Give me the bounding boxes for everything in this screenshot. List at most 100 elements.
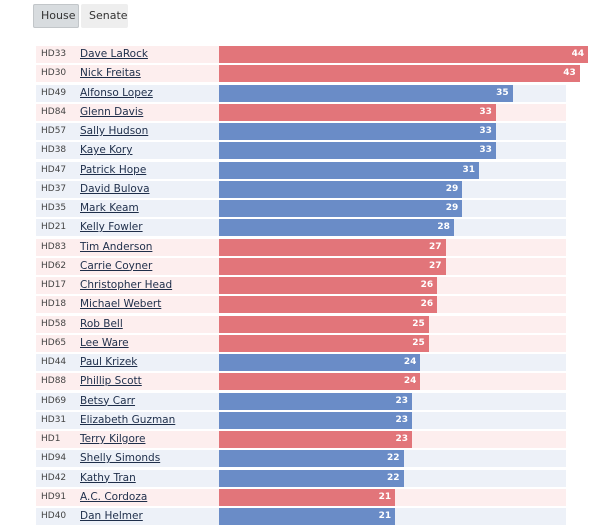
bar-value-label: 33 <box>479 126 492 136</box>
table-row: HD37 David Bulova 29 <box>36 180 566 198</box>
table-row: HD1 Terry Kilgore 23 <box>36 431 566 448</box>
district-label: HD17 <box>41 280 67 290</box>
bar <box>219 180 463 198</box>
district-label: HD84 <box>41 106 67 117</box>
table-row: HD58 Rob Bell 25 <box>36 315 566 333</box>
bar-value-label: 23 <box>395 414 408 425</box>
legislator-name-link[interactable]: Dan Helmer <box>80 510 143 522</box>
bar-value-label: 21 <box>378 491 392 502</box>
bar <box>219 334 429 352</box>
legislator-name-link[interactable]: Kaye Kory <box>80 144 133 157</box>
legislator-name-link[interactable]: A.C. Cordoza <box>80 490 148 503</box>
bar <box>219 469 404 487</box>
legislator-name-link[interactable]: Glenn Davis <box>80 105 144 118</box>
district-label: HD21 <box>41 222 67 233</box>
district-label: HD40 <box>41 511 67 521</box>
district-label: HD69 <box>41 395 67 406</box>
legislator-name-link[interactable]: Kelly Fowler <box>80 221 143 234</box>
bar <box>219 296 438 314</box>
legislator-name-link[interactable]: Phillip Scott <box>80 375 142 388</box>
legislator-name-link[interactable]: Alfonso Lopez <box>80 86 153 99</box>
legislator-name-link[interactable]: Elizabeth Guzman <box>80 413 176 426</box>
district-label: HD33 <box>41 49 67 59</box>
bar <box>219 103 496 121</box>
district-label: HD47 <box>41 164 67 175</box>
legislator-name-link[interactable]: Dave LaRock <box>80 48 148 60</box>
bar <box>219 200 463 217</box>
legislator-name-link[interactable]: Shelly Simonds <box>80 452 161 465</box>
bar <box>219 84 513 102</box>
bar-value-label: 28 <box>437 222 450 233</box>
bar <box>219 238 446 256</box>
legislator-name-link[interactable]: Nick Freitas <box>80 67 141 80</box>
table-row: HD18 Michael Webert 26 <box>36 296 566 314</box>
bar-value-label: 43 <box>563 68 576 79</box>
legislator-name-link[interactable]: Rob Bell <box>80 317 123 330</box>
bar-value-label: 23 <box>395 395 408 406</box>
bar <box>219 219 454 237</box>
bar <box>219 411 412 429</box>
bar-value-label: 25 <box>412 337 425 348</box>
district-label: HD38 <box>41 145 67 156</box>
district-label: HD31 <box>41 414 67 425</box>
table-row: HD94 Shelly Simonds 22 <box>36 450 566 468</box>
legislator-name-link[interactable]: Sally Hudson <box>80 125 149 137</box>
legislator-name-link[interactable]: Paul Krizek <box>80 356 138 368</box>
bar-value-label: 27 <box>428 241 442 252</box>
table-row: HD30 Nick Freitas 43 <box>36 65 580 83</box>
legislator-name-link[interactable]: Tim Anderson <box>80 240 153 253</box>
table-row: HD33 Dave LaRock 44 <box>36 46 589 63</box>
bar-value-label: 25 <box>412 318 425 329</box>
legislator-name-link[interactable]: Betsy Carr <box>80 394 136 407</box>
bar-value-label: 22 <box>387 472 400 483</box>
table-row: HD38 Kaye Kory 33 <box>36 142 566 160</box>
table-row: HD44 Paul Krizek 24 <box>36 354 566 371</box>
tab-senate[interactable]: Senate <box>81 4 128 28</box>
bar <box>219 46 589 63</box>
legislator-name-link[interactable]: Terry Kilgore <box>80 433 146 445</box>
legislator-name-link[interactable]: Kathy Tran <box>80 471 136 484</box>
bar <box>219 488 396 506</box>
table-row: HD49 Alfonso Lopez 35 <box>36 84 566 102</box>
table-row: HD21 Kelly Fowler 28 <box>36 219 566 237</box>
legislator-name-link[interactable]: Patrick Hope <box>80 163 147 176</box>
bar-value-label: 26 <box>420 280 434 290</box>
bar-value-label: 24 <box>403 357 417 367</box>
bar-value-label: 33 <box>479 145 492 156</box>
table-row: HD17 Christopher Head 26 <box>36 277 566 294</box>
table-row: HD42 Kathy Tran 22 <box>36 469 566 487</box>
legislator-name-link[interactable]: Mark Keam <box>80 202 139 214</box>
legislator-name-link[interactable]: Carrie Coyner <box>80 259 153 272</box>
legislator-name-link[interactable]: Michael Webert <box>80 298 162 311</box>
district-label: HD91 <box>41 491 67 502</box>
bar-value-label: 44 <box>571 49 585 59</box>
tab-house[interactable]: House <box>33 4 79 28</box>
bar-value-label: 21 <box>378 511 392 521</box>
district-label: HD37 <box>41 183 67 194</box>
table-row: HD88 Phillip Scott 24 <box>36 373 566 391</box>
district-label: HD49 <box>41 87 67 98</box>
district-label: HD1 <box>41 434 61 444</box>
legislator-name-link[interactable]: Lee Ware <box>80 336 129 349</box>
table-row: HD69 Betsy Carr 23 <box>36 392 566 410</box>
bar <box>219 392 412 410</box>
bar-value-label: 31 <box>462 164 476 175</box>
legislator-name-link[interactable]: Christopher Head <box>80 279 173 291</box>
district-label: HD58 <box>41 318 67 329</box>
chamber-tabs: House Senate <box>33 4 128 28</box>
table-row: HD84 Glenn Davis 33 <box>36 103 566 121</box>
table-row: HD65 Lee Ware 25 <box>36 334 566 352</box>
table-row: HD40 Dan Helmer 21 <box>36 508 566 525</box>
district-label: HD83 <box>41 241 67 252</box>
district-label: HD44 <box>41 357 67 367</box>
table-row: HD47 Patrick Hope 31 <box>36 161 566 179</box>
bar-value-label: 26 <box>420 299 434 310</box>
district-label: HD18 <box>41 299 67 310</box>
bar-value-label: 33 <box>479 106 492 117</box>
bar <box>219 65 580 83</box>
legislator-name-link[interactable]: David Bulova <box>80 182 150 195</box>
bar <box>219 450 404 468</box>
district-label: HD30 <box>41 68 67 79</box>
bar-value-label: 29 <box>445 203 459 213</box>
bar-value-label: 35 <box>496 87 509 98</box>
